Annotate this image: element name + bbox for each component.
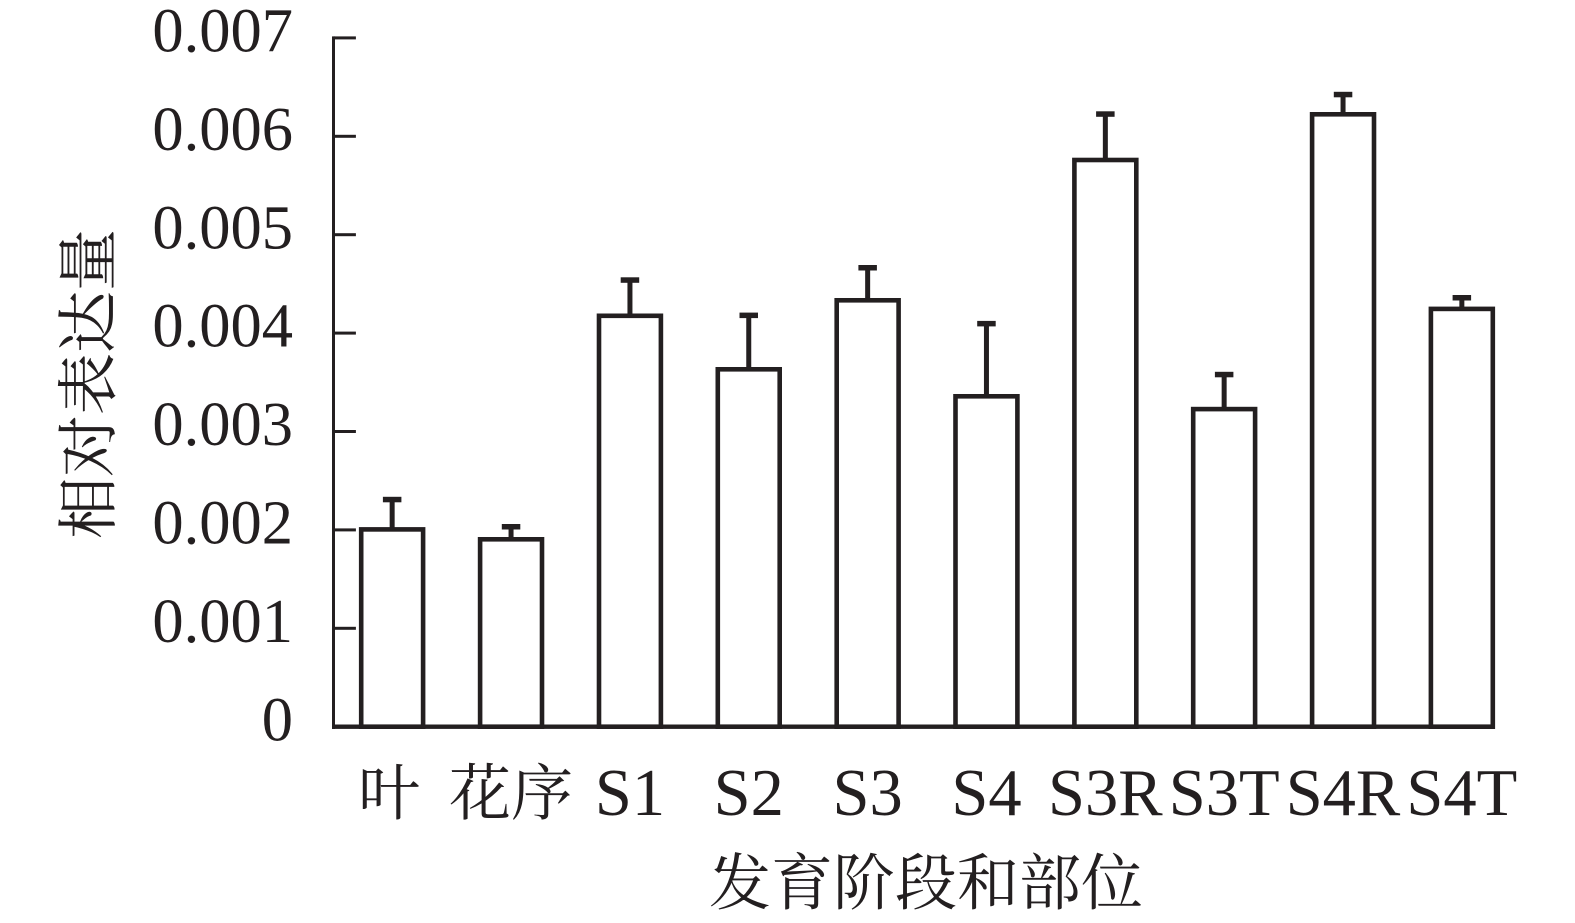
svg-text:S3: S3 — [832, 757, 902, 830]
svg-text:S3R: S3R — [1048, 757, 1163, 830]
svg-text:S4T: S4T — [1406, 757, 1517, 830]
svg-text:S1: S1 — [595, 757, 665, 830]
svg-text:0.005: 0.005 — [152, 192, 293, 262]
svg-text:S4: S4 — [951, 757, 1021, 830]
svg-text:0.003: 0.003 — [152, 389, 293, 459]
svg-text:S4R: S4R — [1286, 757, 1401, 830]
svg-text:0.002: 0.002 — [152, 488, 293, 558]
svg-text:0: 0 — [262, 684, 293, 754]
svg-text:0.007: 0.007 — [152, 0, 293, 66]
svg-text:0.006: 0.006 — [152, 94, 293, 164]
svg-text:0.004: 0.004 — [152, 291, 293, 361]
svg-text:S3T: S3T — [1169, 757, 1280, 830]
svg-text:S2: S2 — [714, 757, 784, 830]
svg-text:0.001: 0.001 — [152, 586, 293, 656]
